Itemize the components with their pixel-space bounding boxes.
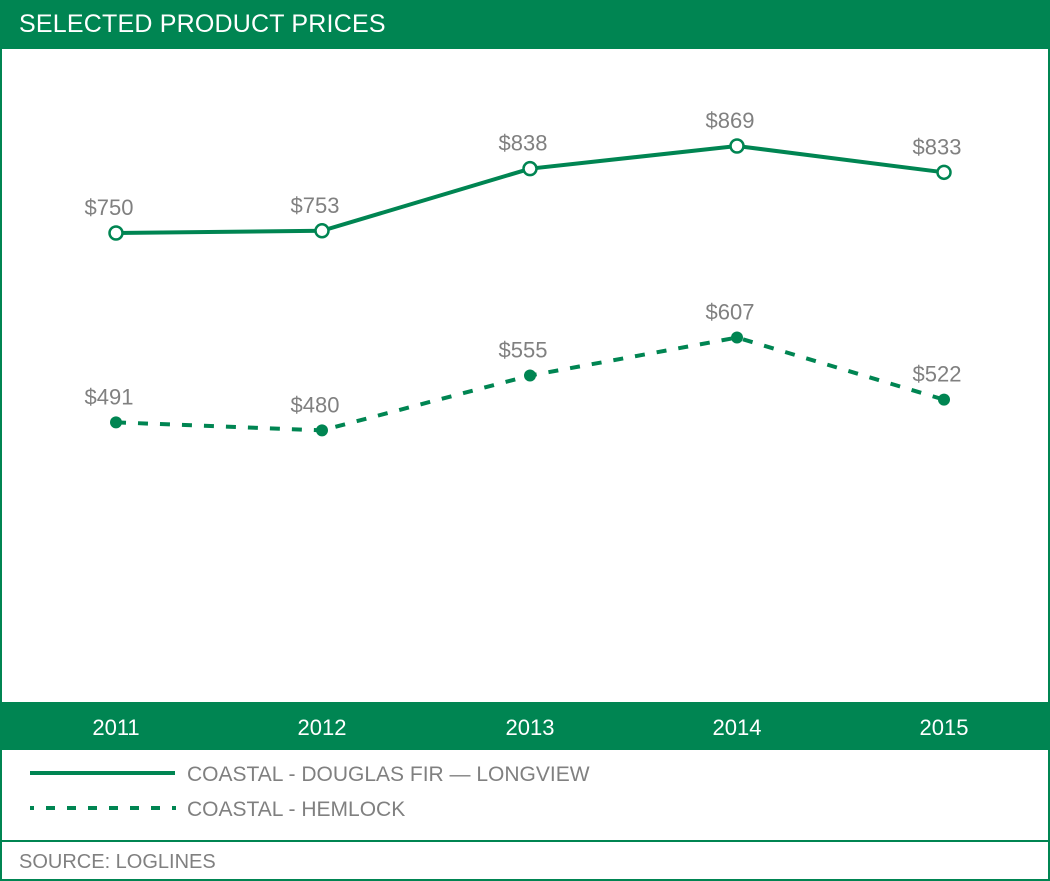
source-text: SOURCE: LOGLINES (19, 851, 216, 873)
data-label: $869 (706, 108, 755, 133)
data-label: $491 (85, 384, 134, 409)
source-note: SOURCE: LOGLINES (0, 840, 1050, 881)
title-bar: SELECTED PRODUCT PRICES (0, 0, 1050, 49)
x-tick-label: 2015 (919, 715, 969, 740)
legend-item-hemlock: COASTAL - HEMLOCK (0, 795, 1050, 825)
data-label: $607 (706, 300, 755, 325)
data-label: $753 (291, 193, 340, 218)
legend-dashed-line-swatch (30, 806, 178, 810)
data-label: $838 (499, 131, 548, 156)
data-label: $833 (913, 134, 962, 159)
chart-title: SELECTED PRODUCT PRICES (19, 10, 386, 38)
data-point (108, 225, 124, 241)
legend-label: COASTAL - HEMLOCK (187, 798, 406, 821)
data-point (936, 164, 952, 181)
plot-area: $750 $753 $838 $869 $833 $491 $480 $555 $607 $522 (85, 108, 962, 437)
data-point (938, 393, 950, 406)
x-tick-label: 2011 (92, 715, 140, 740)
x-axis-band: 2011 2012 2013 2014 2015 (0, 702, 1050, 750)
data-label: $555 (499, 338, 548, 363)
legend-label: COASTAL - DOUGLAS FIR — LONGVIEW (187, 763, 590, 786)
series-line-douglas-fir (115, 143, 945, 235)
data-label: $750 (85, 195, 134, 220)
data-point (316, 424, 328, 437)
legend-item-douglas-fir: COASTAL - DOUGLAS FIR — LONGVIEW (0, 760, 1050, 790)
x-tick-label: 2013 (505, 715, 555, 740)
data-point (110, 416, 122, 429)
data-label: $522 (913, 362, 962, 387)
x-tick-label: 2014 (712, 715, 762, 740)
data-point (522, 160, 538, 177)
legend-solid-line-swatch (30, 771, 175, 775)
data-point (729, 138, 745, 154)
data-point (524, 369, 536, 382)
legend: COASTAL - DOUGLAS FIR — LONGVIEW COASTAL… (0, 750, 1050, 840)
data-label: $480 (291, 392, 340, 417)
data-point (314, 223, 330, 239)
data-point (731, 331, 743, 344)
x-tick-label: 2012 (297, 715, 347, 740)
